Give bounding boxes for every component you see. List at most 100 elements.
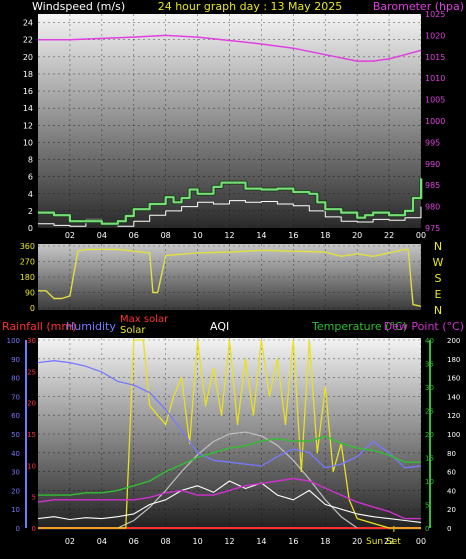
x-tick-label: 00 [416,537,426,546]
barometer-tick-label: 975 [425,224,440,233]
direction-tick-label: 270 [20,258,35,267]
windspeed-tick-label: 4 [28,190,33,199]
x-tick-label: 20 [352,537,362,546]
windspeed-tick-label: 6 [28,173,33,182]
compass-label-n-bottom: N [434,304,442,317]
x-tick-label: 04 [97,231,107,240]
windspeed-tick-label: 16 [23,87,33,96]
compass-label-n-top: N [434,240,442,253]
barometer-tick-label: 995 [425,138,440,147]
windspeed-tick-label: 10 [23,138,33,147]
direction-tick-label: 360 [20,242,35,251]
x-tick-label: 18 [320,537,330,546]
solar-tick-label: 0 [447,525,451,533]
rainfall-tick-label: 30 [27,337,36,345]
direction-tick-label: 90 [25,289,35,298]
solar-tick-label: 140 [447,393,460,401]
windspeed-tick-label: 20 [23,53,33,62]
solar-tick-label: 160 [447,375,460,383]
solar-tick-label: 20 [447,506,456,514]
rainfall-axis-title: Rainfall (mm) [2,320,76,333]
x-tick-label: 20 [352,231,362,240]
windspeed-tick-label: 14 [23,104,33,113]
solar-tick-label: 40 [447,487,456,495]
temperature-tick-label: 5 [425,502,429,510]
humidity-tick-label: 30 [11,469,20,477]
barometer-tick-label: 1015 [425,53,445,62]
x-tick-label: 02 [65,231,75,240]
solar-tick-label: 100 [447,431,460,439]
solar-tick-label: 200 [447,337,460,345]
sunset-annotation: Sun Set [366,537,401,547]
x-tick-label: 16 [288,537,298,546]
x-tick-label: 10 [192,231,202,240]
axes: 0246810121416182022249759809859909951000… [7,10,461,546]
x-tick-label: 22 [384,231,394,240]
barometer-tick-label: 985 [425,181,440,190]
direction-tick-label: 180 [20,273,35,282]
bottom-legend: Rainfall (mm) Humidity Max solar Solar A… [2,314,464,336]
humidity-tick-label: 20 [11,487,20,495]
max-solar-line [117,431,358,529]
x-tick-label: 18 [320,231,330,240]
humidity-tick-label: 80 [11,375,20,383]
aqi-line [37,480,422,523]
dew-point-axis-title: Dew Point (°C) [384,320,464,333]
barometer-axis-title: Barometer (hpa) [373,0,464,13]
rainfall-tick-label: 10 [27,462,36,470]
barometer-tick-label: 1000 [425,117,445,126]
barometer-tick-label: 990 [425,160,440,169]
graph-title: 24 hour graph day : 13 May 2025 [158,0,343,13]
humidity-tick-label: 60 [11,412,20,420]
x-tick-label: 08 [161,231,171,240]
x-tick-label: 12 [224,231,234,240]
rainfall-tick-label: 15 [27,431,36,439]
barometer-line [38,34,422,62]
x-tick-label: 16 [288,231,298,240]
humidity-tick-label: 90 [11,356,20,364]
x-tick-label: 14 [256,231,266,240]
windspeed-tick-label: 12 [23,121,33,130]
solar-legend: Solar [120,325,146,336]
humidity-tick-label: 100 [7,337,20,345]
windspeed-tick-label: 24 [23,19,33,28]
windspeed-axis-title: Windspeed (m/s) [32,0,125,13]
x-tick-label: 08 [161,537,171,546]
rainfall-tick-label: 20 [27,400,36,408]
windspeed-tick-label: 22 [23,36,33,45]
barometer-tick-label: 1010 [425,74,445,83]
barometer-tick-label: 1025 [425,10,445,19]
compass-label-s: S [435,272,442,285]
x-tick-label: 12 [224,537,234,546]
x-tick-label: 04 [97,537,107,546]
humidity-line [37,360,422,469]
x-tick-label: 02 [65,537,75,546]
barometer-tick-label: 980 [425,203,440,212]
windspeed-tick-label: 2 [28,207,33,216]
windspeed-line [38,178,423,225]
compass-label-e: E [435,288,442,301]
solar-tick-label: 60 [447,469,456,477]
x-tick-label: 10 [192,537,202,546]
x-tick-label: 06 [129,537,139,546]
windspeed-tick-label: 18 [23,70,33,79]
x-tick-label: 06 [129,231,139,240]
compass-label-w: W [433,256,444,269]
direction-tick-label: 0 [30,304,35,313]
max-solar-legend: Max solar [120,314,169,325]
rainfall-tick-label: 25 [27,368,36,376]
barometer-tick-label: 1005 [425,96,445,105]
x-tick-label: 00 [416,231,426,240]
solar-line [38,339,421,529]
humidity-tick-label: 70 [11,393,20,401]
temperature-tick-label: 0 [425,525,429,533]
temperature-axis-title: Temperature (°C) [311,320,407,333]
windspeed-tick-label: 8 [28,156,33,165]
humidity-tick-label: 40 [11,450,20,458]
compass-labels: N W S E N [433,240,444,317]
solar-tick-label: 120 [447,412,460,420]
temperature-line [38,435,421,496]
humidity-axis-title: Humidity [66,320,116,333]
